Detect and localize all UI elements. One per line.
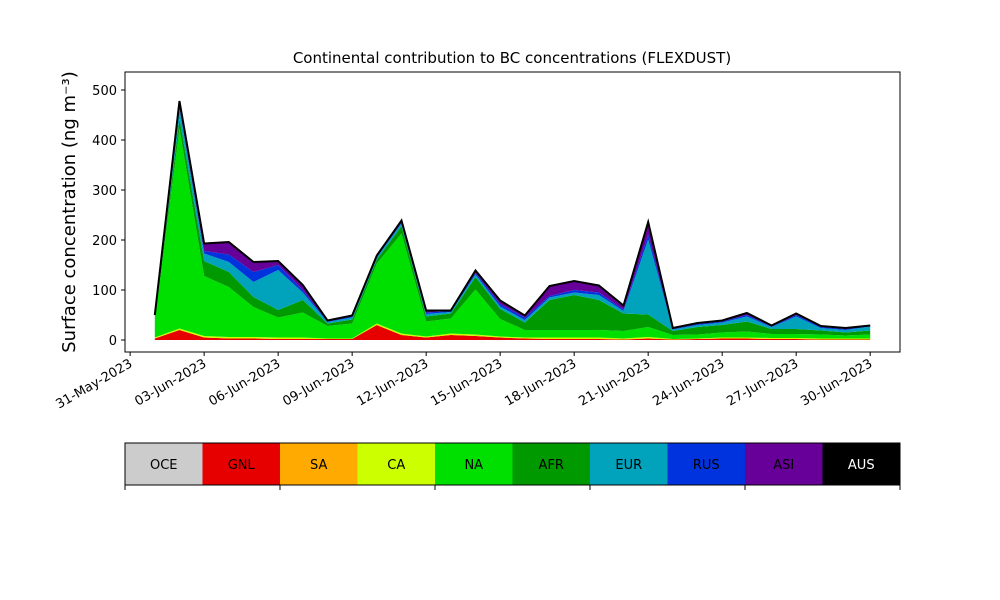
legend-swatch	[280, 443, 358, 485]
area	[153, 100, 871, 330]
legend-swatch	[357, 443, 436, 485]
legend-label: GNL	[228, 458, 256, 473]
legend-swatch	[435, 443, 513, 485]
x-tick-label: 06-Jun-2023	[206, 356, 283, 409]
x-tick-label: 24-Jun-2023	[650, 356, 727, 409]
y-axis-label: Surface concentration (ng m⁻³)	[59, 71, 80, 353]
y-tick-label: 300	[92, 184, 117, 199]
area	[154, 323, 871, 340]
chart-title: Continental contribution to BC concentra…	[293, 49, 731, 67]
legend-label: AFR	[539, 458, 564, 473]
legend-label: NA	[464, 458, 483, 473]
x-tick-label: 27-Jun-2023	[724, 356, 801, 409]
legend-label: CA	[387, 458, 405, 473]
x-tick-label: 12-Jun-2023	[354, 356, 431, 409]
x-tick-label: 31-May-2023	[53, 356, 135, 412]
legend-swatch	[822, 443, 901, 485]
legend-swatch	[125, 443, 203, 485]
legend-label: ASI	[773, 458, 794, 473]
y-tick-label: 0	[109, 334, 117, 349]
legend-swatch	[202, 443, 281, 485]
legend-swatch	[745, 443, 823, 485]
x-tick-label: 15-Jun-2023	[428, 356, 505, 409]
legend-label: SA	[310, 458, 327, 473]
legend-swatch	[590, 443, 668, 485]
legend-frame	[124, 442, 901, 486]
area	[154, 118, 871, 336]
legend-label: OCE	[150, 458, 178, 473]
y-tick-label: 200	[92, 234, 117, 249]
legend-swatch	[667, 443, 746, 485]
legend-label: RUS	[693, 458, 720, 473]
x-tick-label: 18-Jun-2023	[502, 356, 579, 409]
legend-label: EUR	[615, 458, 642, 473]
area	[154, 325, 871, 340]
legend-swatch	[512, 443, 591, 485]
x-tick-label: 21-Jun-2023	[576, 356, 653, 409]
x-tick-label: 09-Jun-2023	[280, 356, 357, 409]
y-tick-label: 500	[92, 84, 117, 99]
legend-label: AUS	[848, 458, 875, 473]
area	[154, 108, 871, 333]
y-tick-label: 100	[92, 284, 117, 299]
x-tick-label: 30-Jun-2023	[798, 356, 875, 409]
x-tick-label: 03-Jun-2023	[132, 356, 209, 409]
plot-frame	[124, 71, 901, 353]
y-tick-label: 400	[92, 134, 117, 149]
area	[154, 128, 871, 339]
